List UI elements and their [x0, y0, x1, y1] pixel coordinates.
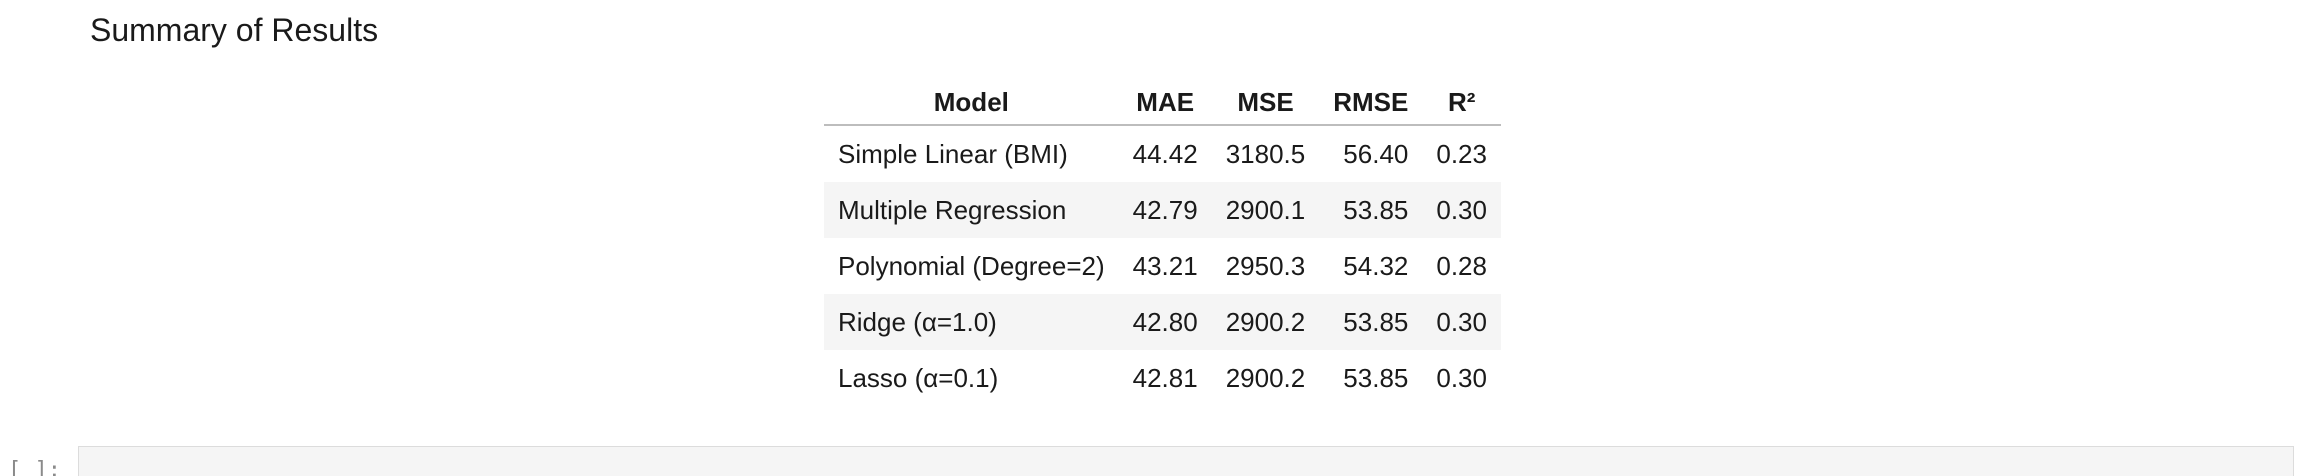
cell-mae: 44.42	[1132, 138, 1198, 169]
header-rmse: RMSE	[1333, 86, 1409, 117]
cell-rmse: 53.85	[1343, 306, 1409, 337]
table-row: Multiple Regression 42.79 2900.1 53.85 0…	[824, 182, 1501, 238]
cell-rmse: 53.85	[1343, 194, 1409, 225]
table-row: Polynomial (Degree=2) 43.21 2950.3 54.32…	[824, 238, 1501, 294]
cell-mae: 42.80	[1132, 306, 1198, 337]
cell-model: Simple Linear (BMI)	[838, 138, 1068, 169]
cell-rmse: 56.40	[1343, 138, 1409, 169]
results-table-container: Model MAE MSE RMSE R² Simple Linear (BMI…	[824, 80, 1501, 406]
header-mae: MAE	[1136, 86, 1195, 117]
code-cell: [ ]:	[0, 446, 2314, 476]
table-row: Lasso (α=0.1) 42.81 2900.2 53.85 0.30	[824, 350, 1501, 406]
header-r2: R²	[1447, 86, 1476, 117]
cell-execution-prompt: [ ]:	[8, 458, 61, 476]
header-mse: MSE	[1237, 86, 1294, 117]
cell-mae: 42.79	[1132, 194, 1198, 225]
cell-r2: 0.30	[1436, 194, 1487, 225]
code-editor-input[interactable]	[78, 446, 2294, 476]
header-model: Model	[933, 86, 1009, 117]
cell-r2: 0.28	[1436, 250, 1487, 281]
cell-rmse: 54.32	[1343, 250, 1409, 281]
cell-mae: 42.81	[1132, 362, 1198, 393]
table-header-row: Model MAE MSE RMSE R²	[824, 80, 1501, 125]
markdown-cell[interactable]: Summary of Results	[90, 0, 2290, 50]
cell-model: Multiple Regression	[838, 194, 1067, 225]
cell-rmse: 53.85	[1343, 362, 1409, 393]
cell-r2: 0.30	[1436, 362, 1487, 393]
cell-r2: 0.30	[1436, 306, 1487, 337]
cell-model: Lasso (α=0.1)	[838, 362, 999, 393]
cell-model: Ridge (α=1.0)	[838, 306, 997, 337]
cell-mse: 2900.1	[1225, 194, 1306, 225]
cell-mse: 2900.2	[1225, 362, 1306, 393]
cell-mse: 3180.5	[1225, 138, 1306, 169]
cell-mse: 2950.3	[1225, 250, 1306, 281]
cell-mae: 43.21	[1132, 250, 1198, 281]
cell-mse: 2900.2	[1225, 306, 1306, 337]
table-row: Ridge (α=1.0) 42.80 2900.2 53.85 0.30	[824, 294, 1501, 350]
cell-r2: 0.23	[1436, 138, 1487, 169]
cell-model: Polynomial (Degree=2)	[838, 250, 1105, 281]
section-heading: Summary of Results	[90, 12, 379, 48]
table-row: Simple Linear (BMI) 44.42 3180.5 56.40 0…	[824, 125, 1501, 182]
results-table: Model MAE MSE RMSE R² Simple Linear (BMI…	[824, 80, 1501, 406]
